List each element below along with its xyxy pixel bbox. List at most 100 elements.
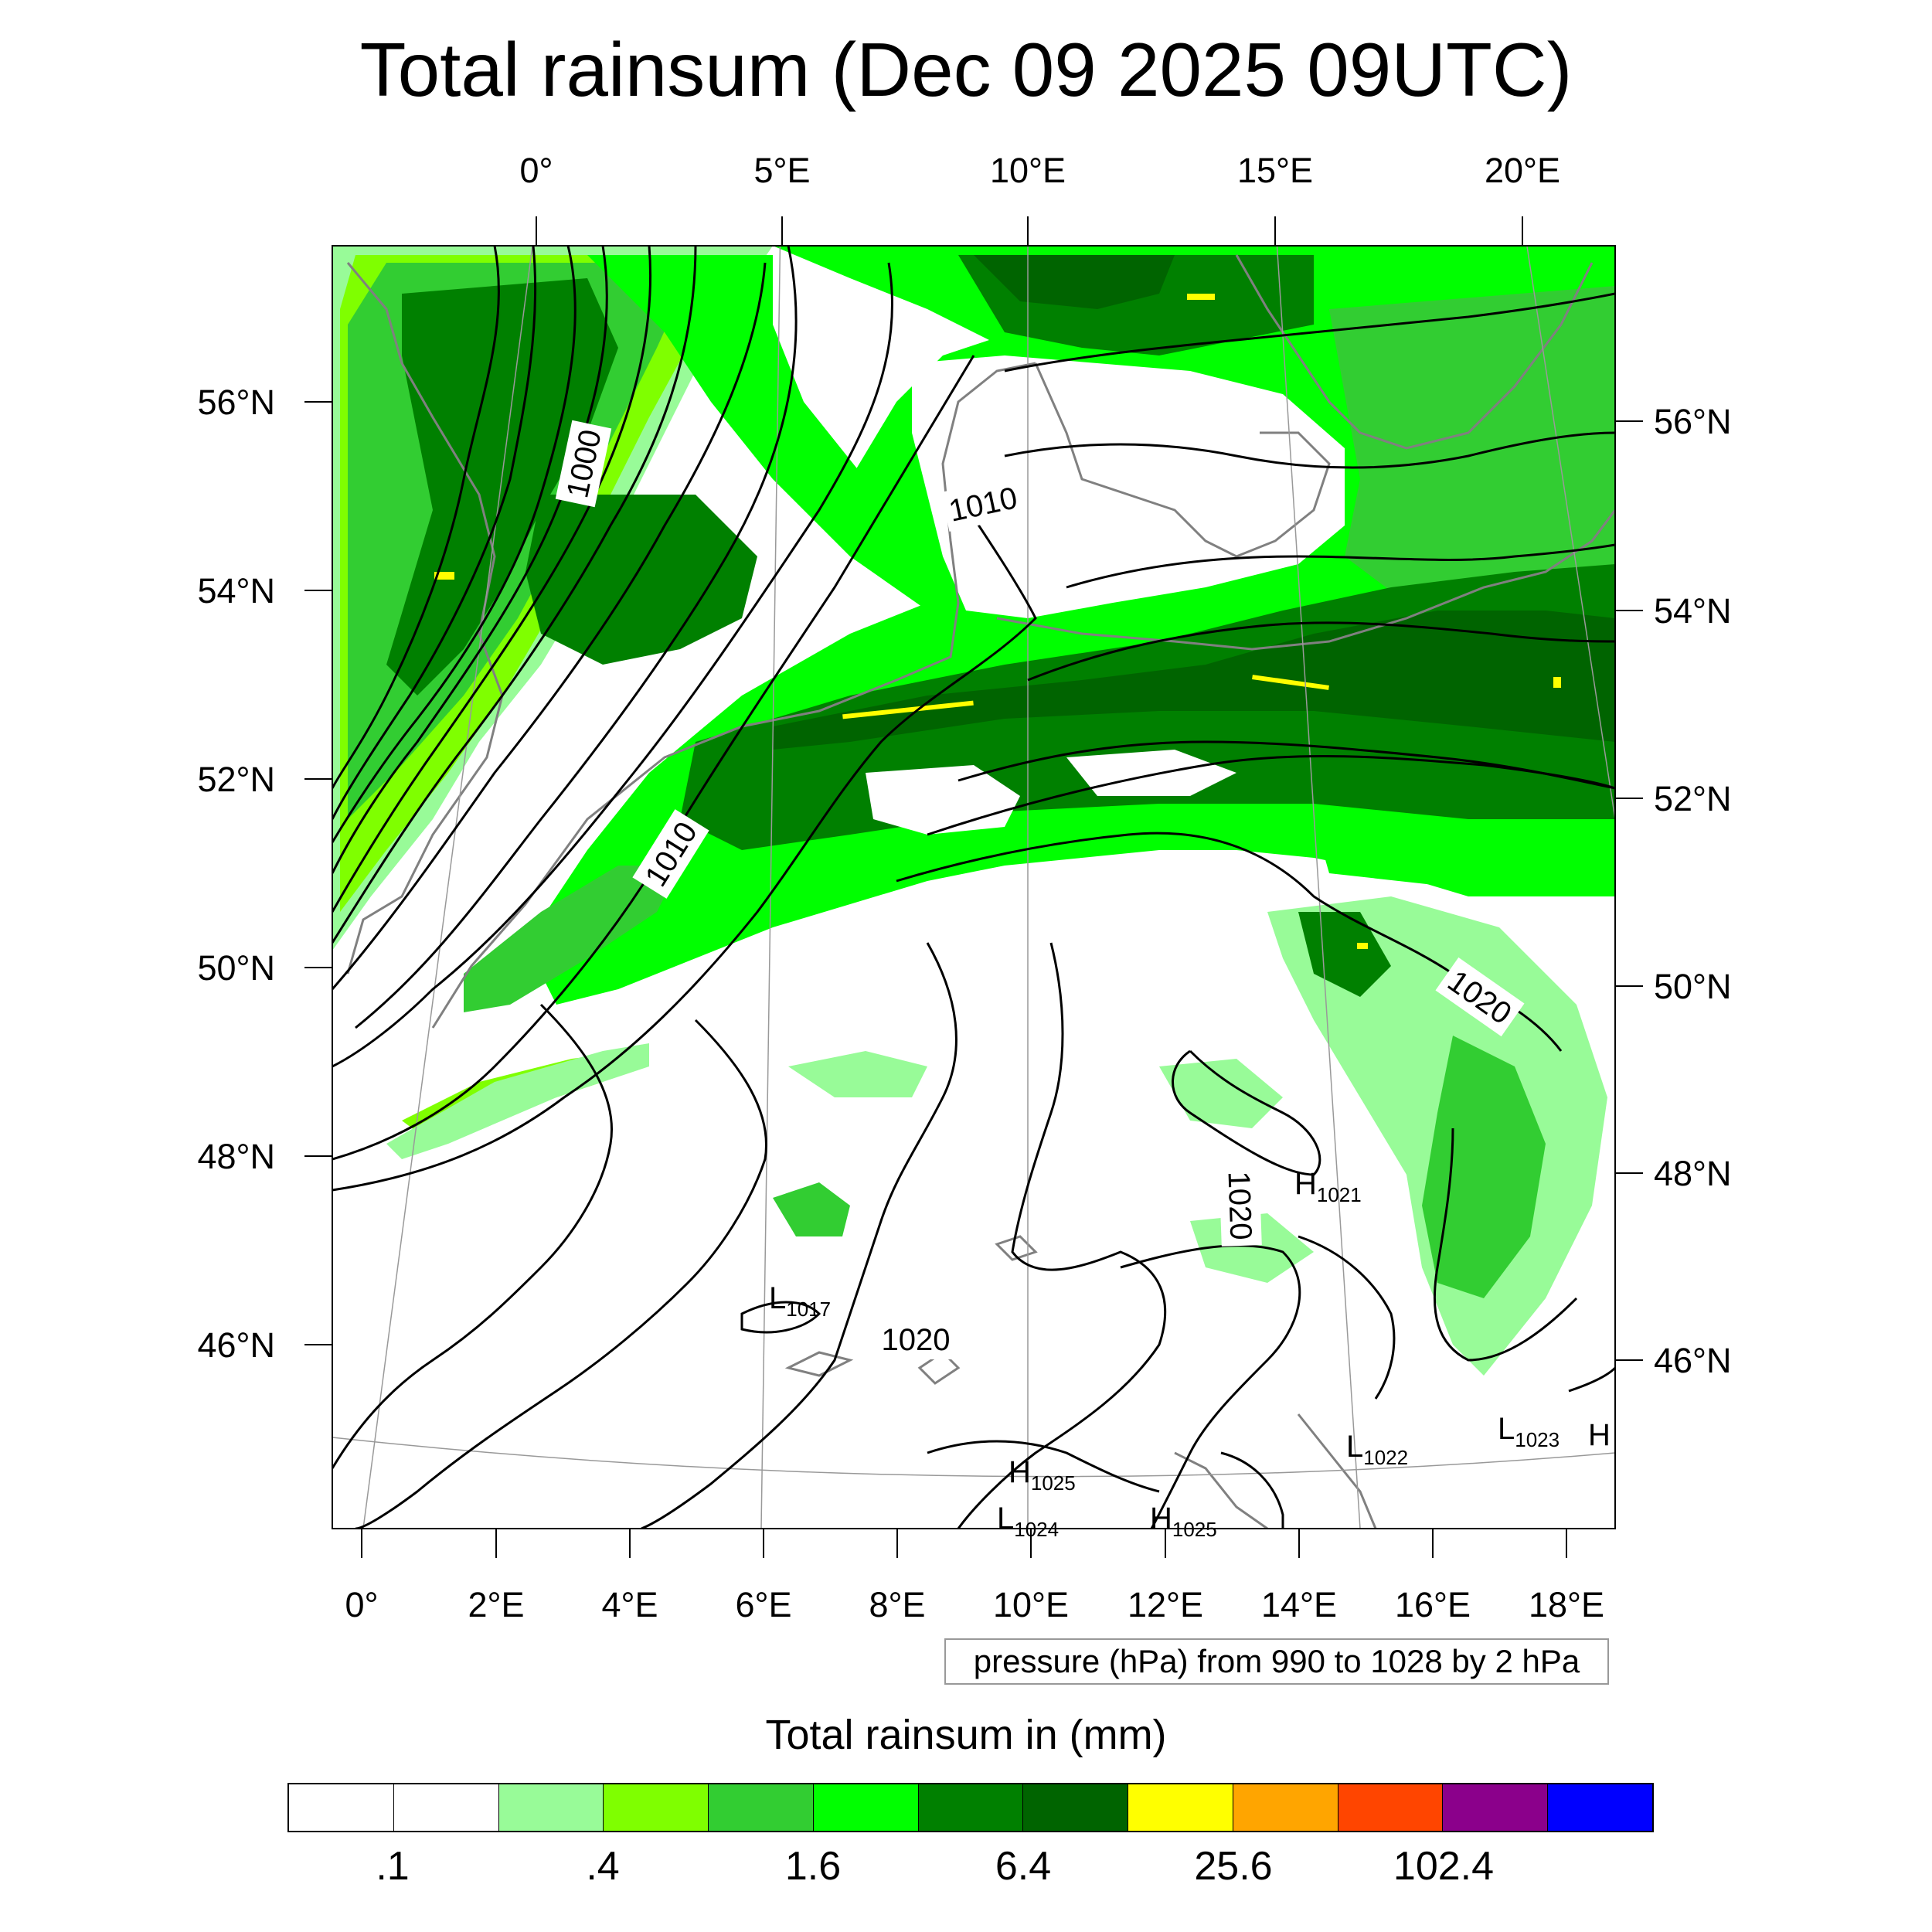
rain-cell-yellow	[842, 700, 974, 719]
pressure-center-high: H1025	[1150, 1502, 1217, 1541]
isobar-contours	[332, 246, 1615, 1529]
graticule	[332, 246, 1615, 1529]
isobar	[1433, 1128, 1578, 1362]
isobar	[1027, 621, 1615, 682]
rain-area-central-lime	[1314, 819, 1615, 896]
rain-cell-yellow	[1553, 677, 1561, 688]
pressure-center-low: L1022	[1346, 1430, 1408, 1469]
coastline-italy	[1297, 1413, 1377, 1529]
rain-cell-yellow	[1357, 943, 1368, 949]
isobar	[1172, 1049, 1321, 1176]
bottom-axis-label: 16°E	[1395, 1585, 1471, 1624]
colorbar	[287, 1783, 1654, 1832]
right-axis-label: 48°N	[1654, 1154, 1732, 1193]
rain-area-denmark-white	[912, 355, 1345, 618]
colorbar-swatch	[1548, 1784, 1652, 1831]
top-axis-label: 0°	[519, 151, 553, 190]
left-axis-label: 48°N	[197, 1137, 275, 1176]
bottom-axis-label: 2°E	[468, 1585, 524, 1624]
rain-area-central-darkgreen	[773, 611, 1615, 750]
isobar	[1568, 1366, 1615, 1393]
bottom-axis-label: 6°E	[735, 1585, 791, 1624]
rain-area-patch-b	[788, 1051, 927, 1097]
pressure-center-high: H1021	[1294, 1167, 1362, 1206]
rain-area-green-west2	[526, 495, 757, 665]
colorbar-swatch	[1128, 1784, 1233, 1831]
bottom-axis-label: 4°E	[601, 1585, 658, 1624]
rain-area-patch-a	[773, 1182, 850, 1236]
rain-area-green-west	[386, 278, 618, 696]
colorbar-labels: .1 .4 1.6 6.4 25.6 102.4	[287, 1839, 1654, 1893]
colorbar-swatch	[1338, 1784, 1444, 1831]
rain-cell-yellow	[434, 572, 454, 580]
top-axis: 0° 5°E 10°E 15°E 20°E	[519, 151, 1560, 246]
pressure-center-low: L1023	[1498, 1412, 1560, 1451]
graticule-line	[1276, 246, 1361, 1529]
left-axis-label: 50°N	[197, 948, 275, 988]
coastlines	[346, 254, 1615, 1529]
left-axis-label: 46°N	[197, 1325, 275, 1365]
isobar	[740, 1301, 821, 1334]
isobar	[332, 262, 767, 990]
colorbar-swatch	[1233, 1784, 1338, 1831]
isobar	[355, 1019, 767, 1529]
colorbar-swatch	[498, 1784, 604, 1831]
right-axis-label: 50°N	[1654, 967, 1732, 1006]
right-axis-label: 56°N	[1654, 402, 1732, 441]
isobar	[927, 1440, 1160, 1493]
pressure-center-low: L1017	[769, 1281, 831, 1321]
colorbar-title: Total rainsum in (mm)	[765, 1712, 1167, 1758]
right-axis-label: 46°N	[1654, 1341, 1732, 1380]
right-axis-label: 52°N	[1654, 779, 1732, 818]
isobar	[332, 246, 577, 843]
graticule-line	[362, 246, 533, 1529]
graticule-line	[1526, 246, 1615, 820]
right-axis-label: 54°N	[1654, 591, 1732, 631]
colorbar-swatch	[1443, 1784, 1549, 1831]
contour-label: 1020	[1221, 1171, 1257, 1240]
bottom-axis-label: 12°E	[1128, 1585, 1203, 1624]
isobar	[641, 942, 957, 1529]
colorbar-label: 6.4	[995, 1844, 1052, 1889]
isobar	[332, 246, 608, 874]
bottom-axis-label: 8°E	[869, 1585, 925, 1624]
bottom-axis-label: 0°	[345, 1585, 378, 1624]
top-axis-label: 10°E	[990, 151, 1066, 190]
rain-cell-yellow	[1252, 675, 1329, 690]
isobar	[332, 246, 652, 913]
pressure-center-high: H	[1588, 1418, 1611, 1452]
pressure-centers: H1021 L1017 L1022 L1023 H H1025 L1024 H1…	[769, 1167, 1611, 1541]
rain-area-se-green	[1422, 1036, 1546, 1298]
coastline-baltic	[996, 509, 1615, 651]
colorbar-label: 25.6	[1194, 1844, 1273, 1889]
right-axis: 56°N 54°N 52°N 50°N 48°N 46°N	[1615, 402, 1732, 1380]
rain-area-sw-band3	[386, 1043, 649, 1159]
isobar	[332, 246, 500, 789]
colorbar-label: 102.4	[1393, 1844, 1495, 1889]
coastline-adriatic	[1174, 1451, 1268, 1529]
map-plot-area	[332, 246, 1615, 1529]
pressure-center-low: L1024	[997, 1502, 1059, 1541]
colorbar-swatch	[393, 1784, 499, 1831]
bottom-axis-label: 14°E	[1261, 1585, 1337, 1624]
rain-area-north-green-east	[1329, 286, 1615, 603]
rain-area-north-darkgreen	[974, 255, 1175, 309]
isobar	[332, 494, 1037, 1192]
isobar	[1220, 1451, 1284, 1529]
isobar	[1004, 292, 1615, 372]
isobar	[355, 246, 798, 1029]
coastline-denmark	[1034, 362, 1331, 558]
pressure-center-high: H1025	[1009, 1455, 1076, 1495]
top-axis-label: 5°E	[753, 151, 810, 190]
bottom-axis-label: 18°E	[1529, 1585, 1604, 1624]
bottom-axis-label: 10°E	[993, 1585, 1069, 1624]
colorbar-label: .1	[376, 1844, 410, 1889]
isobar	[332, 1003, 613, 1469]
colorbar-label: 1.6	[784, 1844, 842, 1889]
map-frame	[332, 245, 1616, 1529]
contour-info-box: pressure (hPa) from 990 to 1028 by 2 hPa	[944, 1638, 1609, 1685]
rain-area-patch-c	[1159, 1059, 1283, 1128]
contour-labels: 1000 1010 1010 1020 1020 1020	[555, 420, 1525, 1359]
isobar	[332, 262, 893, 1068]
